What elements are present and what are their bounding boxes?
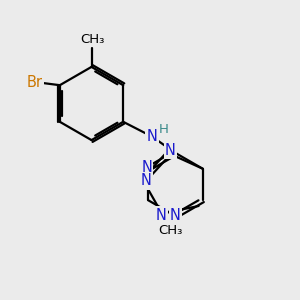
Text: CH₃: CH₃ xyxy=(159,224,183,236)
Text: N: N xyxy=(165,143,176,158)
Text: H: H xyxy=(158,124,168,136)
Text: CH₃: CH₃ xyxy=(80,33,104,46)
Text: N: N xyxy=(156,208,167,223)
Text: N: N xyxy=(141,173,152,188)
Text: N: N xyxy=(146,129,158,144)
Text: N: N xyxy=(170,208,181,224)
Text: N: N xyxy=(141,160,152,175)
Text: Br: Br xyxy=(27,75,43,90)
